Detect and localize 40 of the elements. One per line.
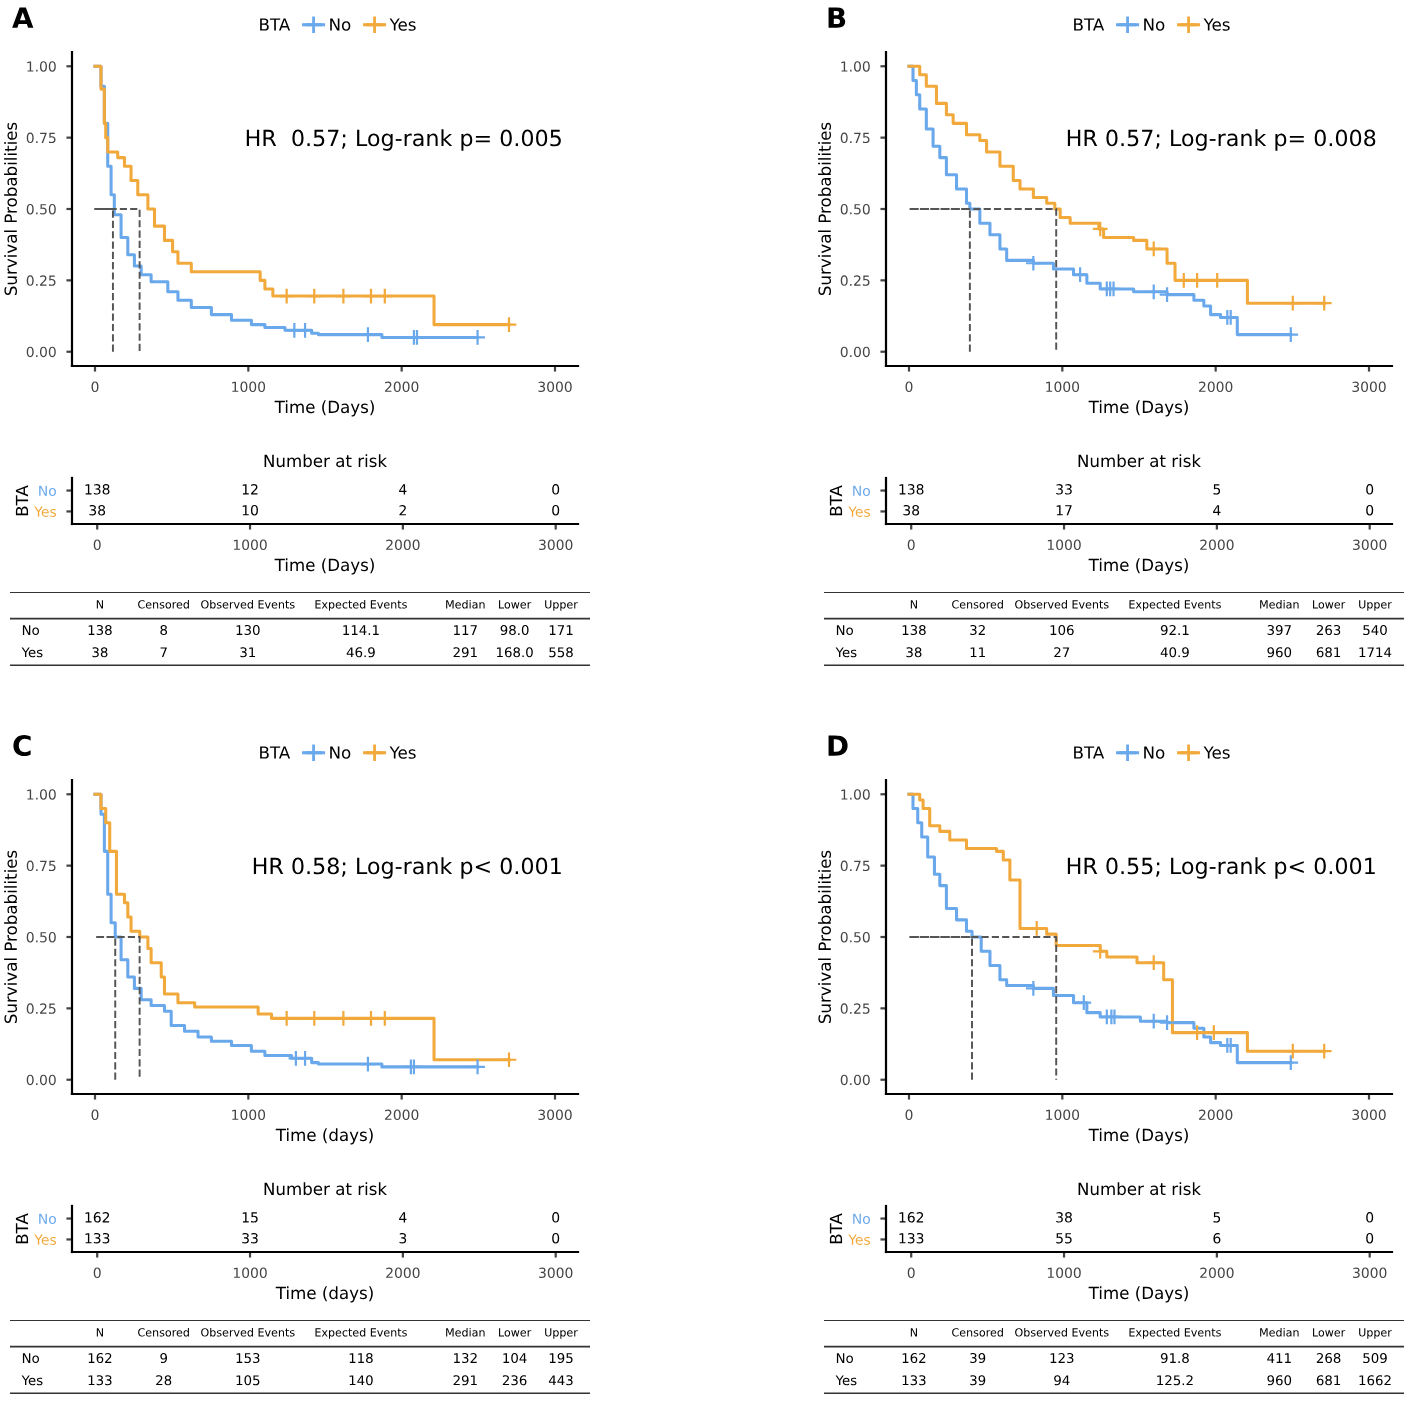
annotation: HR 0.55; Log-rank p< 0.001 [1067,857,1375,879]
x-axis-title: Time (days) [275,1286,373,1303]
chart-title: C [13,735,31,757]
legend-label: No [330,746,351,759]
x-axis-title: Time (days) [275,1128,373,1145]
chart-title: D [828,735,848,756]
legend-label: No [1144,746,1165,759]
y-axis-title: BTA [829,1213,843,1244]
legend-title: BTA [1074,746,1105,759]
x-axis-title: Time (Days) [1088,1286,1188,1303]
legend-label: No [1144,18,1165,31]
chart-title: A [12,7,34,28]
chart-title: B [828,7,846,28]
legend-title: BTA [260,746,291,759]
legend-title: BTA [1074,18,1105,31]
annotation: HR 0.58; Log-rank p< 0.001 [253,857,561,879]
legend-title: BTA [260,18,291,31]
legend-label: Yes [1203,18,1230,31]
x-axis-title: Time (Days) [274,558,374,575]
legend-label: No [330,18,351,31]
legend-label: Yes [1203,746,1230,759]
legend-label: Yes [389,18,416,31]
chart-title: Number at risk [264,1182,388,1196]
chart-title: Number at risk [264,454,388,468]
y-axis-title: BTA [15,485,29,516]
x-axis-title: Time (Days) [1088,400,1188,417]
legend-label: Yes [389,746,416,759]
x-axis-title: Time (Days) [1088,558,1188,575]
chart-title: Number at risk [1078,1182,1202,1196]
chart-title: Number at risk [1078,454,1202,468]
y-axis-title: Survival Probabilities [4,850,18,1024]
y-axis-title: BTA [15,1213,29,1244]
y-axis-title: BTA [829,485,843,516]
y-axis-title: Survival Probabilities [818,850,832,1024]
x-axis-title: Time (Days) [1088,1128,1188,1145]
annotation: HR 0.57; Log-rank p= 0.008 [1067,129,1376,151]
y-axis-title: Survival Probabilities [818,122,832,296]
x-axis-title: Time (Days) [274,400,374,417]
y-axis-title: Survival Probabilities [4,122,18,296]
annotation: HR 0.57; Log-rank p= 0.005 [246,129,561,151]
